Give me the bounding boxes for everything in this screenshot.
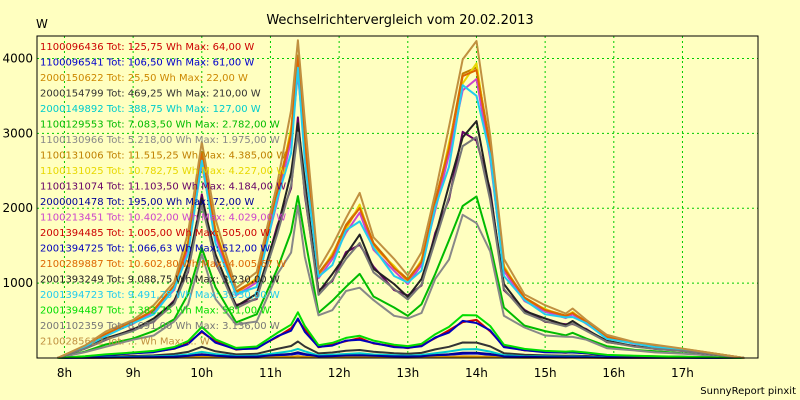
grid-lines xyxy=(37,36,758,358)
x-tick-label: 15h xyxy=(534,366,557,380)
series-line xyxy=(57,66,745,359)
legend-entry: 2000150622 Tot: 25,50 Wh Max: 22,00 W xyxy=(40,73,248,84)
series-line xyxy=(57,311,745,359)
legend-entry: 2100285622 Tot: ... Wh Max: ... W xyxy=(40,337,210,348)
series-line xyxy=(57,195,745,359)
legend-entry: 2100289887 Tot: 10.602,80 Wh Max: 4.005,… xyxy=(40,259,286,270)
x-tick-label: 8h xyxy=(57,366,72,380)
x-tick-label: 14h xyxy=(465,366,488,380)
legend-entry: 1100213451 Tot: 10.402,00 Wh Max: 4.029,… xyxy=(40,213,286,224)
y-tick-label: 3000 xyxy=(2,126,33,140)
legend-entry: 2001394723 Tot: 9.491,75 Wh Max: 3.930,0… xyxy=(40,290,280,301)
x-tick-label: 17h xyxy=(671,366,694,380)
x-tick-label: 10h xyxy=(190,366,213,380)
series-layer xyxy=(57,39,745,359)
legend-entry: 1100096436 Tot: 125,75 Wh Max: 64,00 W xyxy=(40,42,254,53)
legend-entry: 2001394725 Tot: 1.066,63 Wh Max: 512,00 … xyxy=(40,244,270,255)
legend-entry: 1100131074 Tot: 11.103,50 Wh Max: 4.184,… xyxy=(40,182,286,193)
axes: 1000 2000 3000 4000 8h 9h 10h 11h 12h 13h 14h 15h 16… xyxy=(2,35,759,380)
legend-entry: 1100131006 Tot: 11.515,25 Wh Max: 4.385,… xyxy=(40,151,286,162)
y-tick-label: 1000 xyxy=(2,276,33,290)
x-tick-label: 12h xyxy=(328,366,351,380)
legend-entry: 2000001478 Tot: 195,00 Wh Max: 72,00 W xyxy=(40,197,254,208)
series-line xyxy=(57,57,745,359)
legend-entry: 2001394485 Tot: 1.005,00 Wh Max: 505,00 … xyxy=(40,228,270,239)
legend-entry: 2000149892 Tot: 388,75 Wh Max: 127,00 W xyxy=(40,104,261,115)
legend: 1100096436 Tot: 125,75 Wh Max: 64,00 W 11… xyxy=(40,42,286,348)
legend-entry: 2001394487 Tot: 1.382,75 Wh Max: 581,00 … xyxy=(40,306,270,317)
x-tick-label: 13h xyxy=(396,366,419,380)
chart-credit: SunnyReport pinxit xyxy=(700,386,796,397)
series-line xyxy=(57,351,745,359)
y-tick-label: 4000 xyxy=(2,51,33,65)
legend-entry: 1100129553 Tot: 7.083,50 Wh Max: 2.782,0… xyxy=(40,120,280,131)
legend-entry: 2001393249 Tot: 9.088,75 Wh Max: 3.230,0… xyxy=(40,275,280,286)
chart-title: Wechselrichtervergleich vom 20.02.2013 xyxy=(266,13,533,28)
legend-entry: 1100131025 Tot: 10.782,75 Wh Max: 4.227,… xyxy=(40,166,286,177)
x-tick-label: 9h xyxy=(126,366,141,380)
x-tick-label: 11h xyxy=(259,366,282,380)
x-tick-label: 16h xyxy=(602,366,625,380)
legend-entry: 2000154799 Tot: 469,25 Wh Max: 210,00 W xyxy=(40,89,261,100)
plot-frame xyxy=(36,35,759,359)
legend-entry: 1100130966 Tot: 5.218,00 Wh Max: 1.975,0… xyxy=(40,135,280,146)
legend-entry: 1100096541 Tot: 106,50 Wh Max: 61,00 W xyxy=(40,58,254,69)
y-tick-label: 2000 xyxy=(2,201,33,215)
y-axis-unit-label: W xyxy=(36,17,48,31)
series-line xyxy=(57,131,745,359)
series-line xyxy=(57,39,745,359)
series-line xyxy=(57,204,745,359)
legend-entry: 2001102359 Tot: 8.691,00 Wh Max: 3.136,0… xyxy=(40,321,280,332)
